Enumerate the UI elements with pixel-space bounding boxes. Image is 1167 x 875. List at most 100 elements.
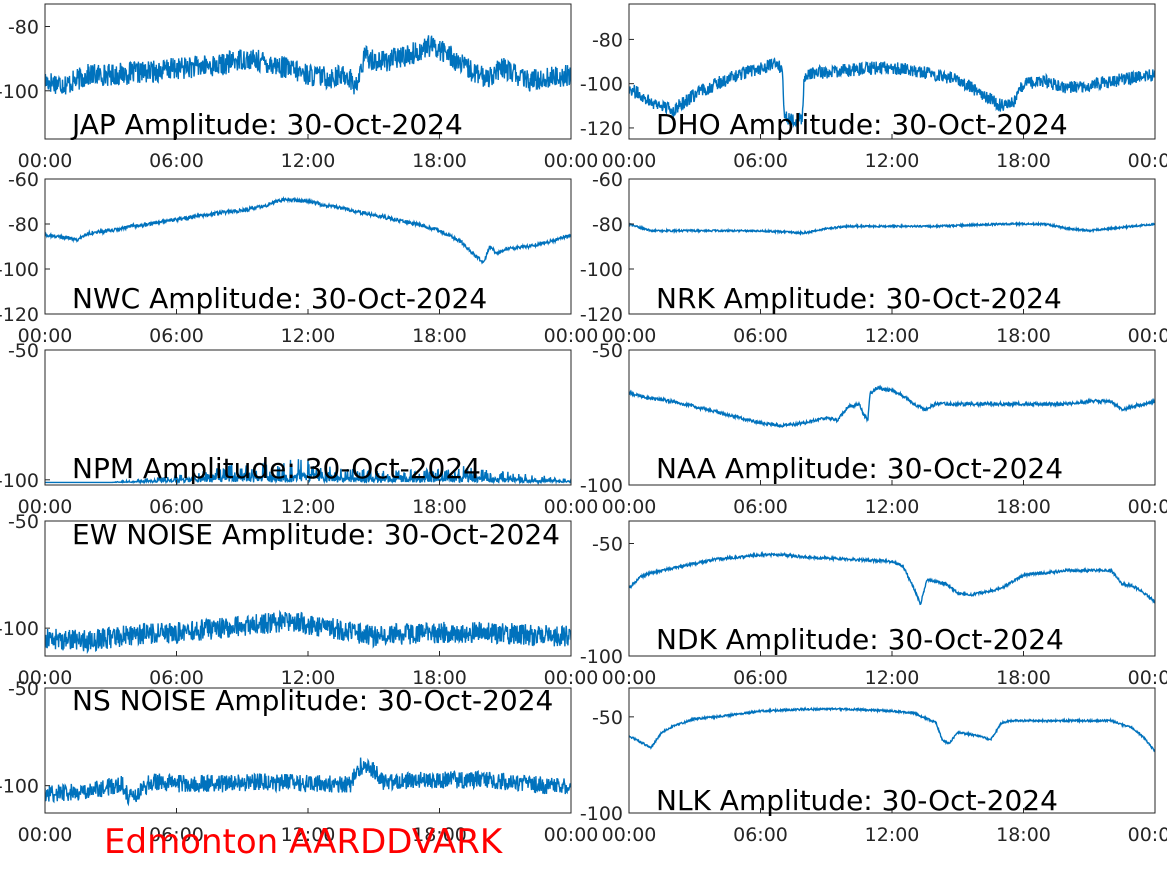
x-tick-label: 12:00 (865, 325, 920, 347)
y-tick-label: -50 (8, 678, 39, 700)
x-tick-label: 00:00 (1128, 150, 1167, 172)
series-line (45, 195, 571, 265)
x-tick-label: 18:00 (996, 496, 1051, 518)
series-line (45, 459, 571, 485)
x-tick-label: 00:00 (544, 150, 599, 172)
x-tick-label: 00:00 (544, 824, 599, 846)
y-tick-label: -80 (592, 214, 623, 236)
y-tick-label: -60 (592, 169, 623, 191)
y-tick-label: -80 (8, 17, 39, 39)
x-tick-label: 06:00 (733, 824, 788, 846)
x-tick-label: 00:00 (1128, 824, 1167, 846)
y-tick-label: -50 (8, 511, 39, 533)
series-line (45, 35, 571, 95)
panel-jap: -80 -100 00:00 06:00 12:00 18:00 00:00 JAP Ampl… (0, 3, 599, 172)
y-tick-label: -100 (0, 470, 39, 492)
y-tick-label: -50 (592, 707, 623, 729)
panel-title: NAA Amplitude: 30-Oct-2024 (656, 452, 1063, 485)
x-tick-label: 06:00 (149, 824, 204, 846)
y-tick-label: -50 (592, 534, 623, 556)
y-tick-label: -100 (0, 618, 39, 640)
x-tick-label: 00:00 (602, 496, 657, 518)
y-tick-label: -100 (580, 74, 623, 96)
x-tick-label: 06:00 (733, 496, 788, 518)
x-tick-label: 00:00 (602, 667, 657, 689)
x-tick-label: 00:00 (1128, 667, 1167, 689)
y-tick-label: -120 (580, 304, 623, 326)
panel-nrk: -60-80-100-12000:0006:0012:0018:0000:00N… (580, 169, 1167, 347)
x-tick-label: 12:00 (865, 496, 920, 518)
y-tick-label: -120 (580, 118, 623, 140)
x-tick-label: 12:00 (281, 325, 336, 347)
y-tick-label: -60 (8, 169, 39, 191)
x-tick-label: 00:00 (602, 150, 657, 172)
x-tick-label: 06:00 (149, 667, 204, 689)
y-tick-label: -50 (8, 340, 39, 362)
y-tick-label: -100 (0, 776, 39, 798)
panel-title: NRK Amplitude: 30-Oct-2024 (656, 282, 1062, 315)
x-tick-label: 00:00 (602, 824, 657, 846)
x-tick-label: 12:00 (281, 150, 336, 172)
x-tick-label: 12:00 (865, 824, 920, 846)
x-tick-label: 06:00 (733, 150, 788, 172)
x-tick-label: 18:00 (996, 325, 1051, 347)
x-tick-label: 00:00 (544, 496, 599, 518)
y-tick-label: -100 (0, 259, 39, 281)
x-tick-label: 12:00 (281, 496, 336, 518)
panel-npm: -50 -100 00:00 06:00 12:00 18:00 00:00 NPM Ampl… (0, 340, 598, 518)
y-tick-label: -120 (0, 304, 39, 326)
x-tick-label: 00:00 (544, 325, 599, 347)
panel-title: JAP Amplitude: 30-Oct-2024 (70, 108, 463, 141)
series-line (629, 220, 1155, 236)
x-tick-label: 00:00 (1128, 496, 1167, 518)
panel-title: DHO Amplitude: 30-Oct-2024 (656, 108, 1068, 141)
x-tick-label: 00:00 (1128, 325, 1167, 347)
x-tick-label: 06:00 (149, 325, 204, 347)
panel-dho: -80 -100 -120 00:00 06:00 12:00 18:00 00:00 DHO … (580, 3, 1167, 172)
y-tick-label: -100 (580, 646, 623, 668)
y-tick-label: -100 (580, 475, 623, 497)
x-tick-label: 18:00 (412, 824, 467, 846)
series-line (45, 757, 571, 807)
x-tick-label: 12:00 (281, 824, 336, 846)
station-footer: Edmonton AARDDVARK (104, 822, 504, 862)
x-tick-label: 12:00 (281, 667, 336, 689)
x-tick-label: 18:00 (996, 150, 1051, 172)
y-tick-label: -100 (580, 803, 623, 825)
x-tick-label: 00:00 (18, 667, 73, 689)
y-tick-label: -80 (8, 214, 39, 236)
y-tick-label: -80 (592, 29, 623, 51)
series-line (629, 384, 1155, 429)
x-tick-label: 00:00 (18, 325, 73, 347)
series-line (629, 57, 1155, 129)
y-tick-label: -100 (0, 81, 39, 103)
series-line (629, 550, 1155, 606)
x-tick-label: 18:00 (412, 325, 467, 347)
series-line (45, 609, 571, 655)
x-tick-label: 12:00 (865, 150, 920, 172)
x-tick-label: 18:00 (412, 150, 467, 172)
panel-title: NWC Amplitude: 30-Oct-2024 (72, 282, 487, 315)
panel-title: NDK Amplitude: 30-Oct-2024 (656, 623, 1064, 656)
panel-title: EW NOISE Amplitude: 30-Oct-2024 (72, 518, 560, 551)
series-line (629, 706, 1155, 753)
x-tick-label: 18:00 (996, 824, 1051, 846)
x-tick-label: 18:00 (412, 667, 467, 689)
x-tick-label: 00:00 (544, 667, 599, 689)
x-tick-label: 06:00 (149, 150, 204, 172)
y-tick-label: -100 (580, 259, 623, 281)
x-tick-label: 06:00 (733, 325, 788, 347)
x-tick-label: 18:00 (412, 496, 467, 518)
x-tick-label: 12:00 (865, 667, 920, 689)
panel-ns-noise: -50 -100 00:00 06:00 12:00 18:00 00:00 NS NOISE… (0, 678, 598, 846)
panel-title: NLK Amplitude: 30-Oct-2024 (656, 784, 1058, 817)
x-tick-label: 00:00 (18, 824, 73, 846)
x-tick-label: 00:00 (602, 325, 657, 347)
y-tick-label: -50 (592, 340, 623, 362)
panel-ew-noise: -50 -100 00:00 06:00 12:00 18:00 00:00 EW NOISE… (0, 511, 598, 689)
panel-title: NS NOISE Amplitude: 30-Oct-2024 (72, 684, 553, 717)
